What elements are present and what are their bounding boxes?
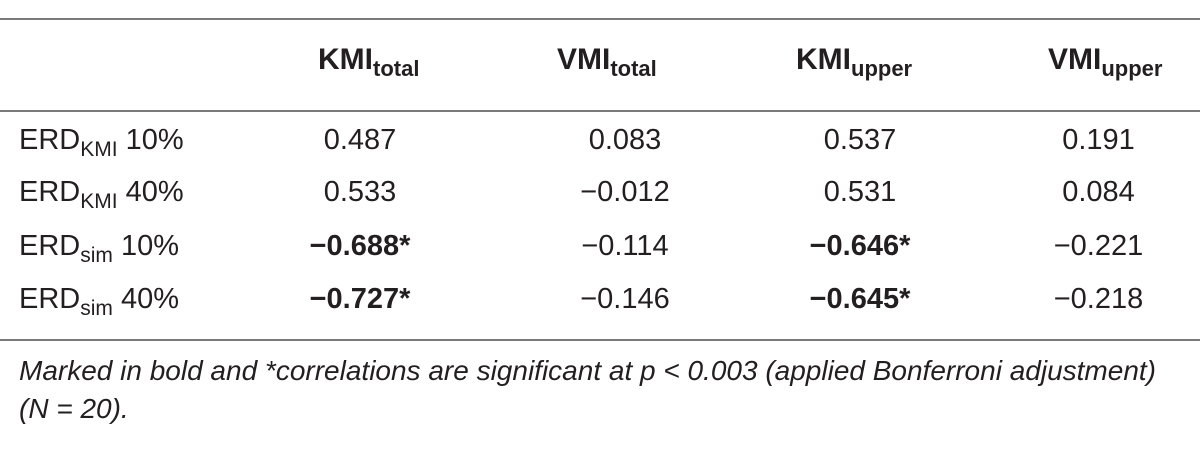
cell-value: −0.645* — [809, 283, 911, 315]
cell-value: −0.688* — [309, 230, 411, 262]
cell-value: −0.114 — [581, 230, 669, 262]
cell-value: −0.146 — [580, 283, 670, 315]
cell-value: −0.218 — [1053, 283, 1144, 315]
row-label: ERDsim 10% — [19, 230, 180, 267]
cell-value: −0.221 — [1053, 230, 1144, 262]
cell-value: 0.487 — [323, 124, 397, 156]
cell-value: 0.191 — [1062, 124, 1135, 156]
table-top-rule — [0, 18, 1200, 20]
table-row: ERDsim 40% −0.727* −0.146 −0.645* −0.218 — [0, 279, 1200, 335]
table-bottom-rule — [0, 339, 1200, 341]
row-label: ERDKMI 10% — [19, 124, 184, 161]
cell-value: 0.537 — [823, 124, 897, 156]
cell-value: 0.083 — [588, 124, 662, 156]
table-header-rule — [0, 110, 1200, 112]
header-kmi-total: KMItotal — [318, 43, 420, 81]
cell-value: 0.084 — [1062, 176, 1135, 208]
table-row: ERDsim 10% −0.688* −0.114 −0.646* −0.221 — [0, 226, 1200, 282]
row-label: ERDKMI 40% — [19, 176, 184, 213]
table-row: ERDKMI 10% 0.487 0.083 0.537 0.191 — [0, 120, 1200, 176]
row-label: ERDsim 40% — [19, 283, 180, 320]
cell-value: −0.646* — [809, 230, 911, 262]
header-kmi-upper: KMIupper — [796, 43, 913, 81]
header-vmi-upper: VMIupper — [1048, 43, 1163, 81]
table-footnote: Marked in bold and *correlations are sig… — [19, 355, 1156, 424]
table-row: ERDKMI 40% 0.533 −0.012 0.531 0.084 — [0, 172, 1200, 228]
cell-value: 0.533 — [323, 176, 397, 208]
table-header-row: KMItotal VMItotal KMIupper VMIupper — [0, 40, 1200, 96]
cell-value: −0.012 — [580, 176, 670, 208]
cell-value: 0.531 — [823, 176, 897, 208]
header-vmi-total: VMItotal — [557, 43, 657, 81]
cell-value: −0.727* — [309, 283, 411, 315]
